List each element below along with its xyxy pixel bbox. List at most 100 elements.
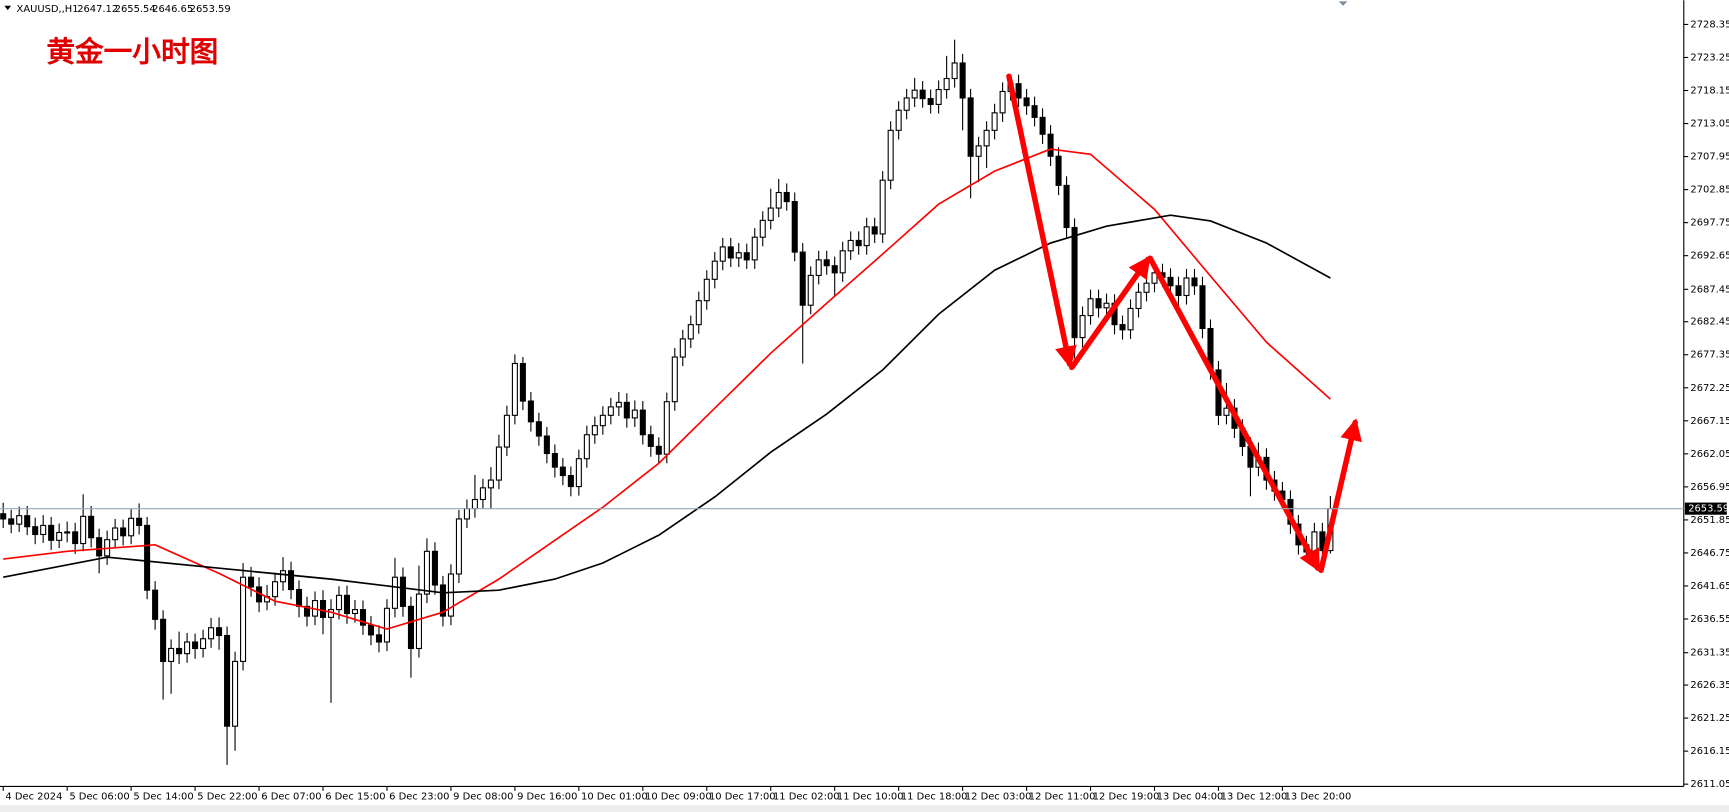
candle-body xyxy=(919,89,926,100)
candle-body xyxy=(1183,277,1190,297)
candle-body xyxy=(759,219,766,238)
moving-average xyxy=(3,148,1331,630)
candle-body xyxy=(407,605,414,650)
y-tick-label: 2723.25 xyxy=(1690,52,1729,63)
y-tick-label: 2656.95 xyxy=(1690,482,1729,493)
candle-body xyxy=(295,588,303,607)
x-tick-label: 11 Dec 02:00 xyxy=(773,791,840,802)
candle-body xyxy=(855,239,862,247)
candle-body xyxy=(423,550,430,595)
x-tick-label: 11 Dec 10:00 xyxy=(837,791,904,802)
candle-body xyxy=(1039,116,1046,135)
candle-body xyxy=(343,594,351,615)
candle-body xyxy=(735,252,742,259)
candle-body xyxy=(303,605,311,617)
x-tick-label: 12 Dec 11:00 xyxy=(1029,791,1096,802)
candle-body xyxy=(1127,307,1134,331)
y-tick-label: 2611.05 xyxy=(1690,779,1729,790)
candle-body xyxy=(0,513,7,520)
x-tick-label: 9 Dec 16:00 xyxy=(517,791,577,802)
moving-average xyxy=(3,214,1331,594)
candle-body xyxy=(48,524,55,541)
candle-body xyxy=(679,338,686,358)
candle-body xyxy=(1151,272,1158,284)
ohlc-low: 2646.65 xyxy=(152,4,193,15)
y-tick-label: 2646.75 xyxy=(1690,548,1729,559)
candle-body xyxy=(208,627,215,640)
candle-body xyxy=(543,435,550,455)
candle-body xyxy=(711,260,718,280)
candle-body xyxy=(1167,276,1174,287)
y-tick-label: 2616.15 xyxy=(1690,746,1729,757)
candle-body xyxy=(287,570,295,591)
y-tick-label: 2651.85 xyxy=(1690,515,1729,526)
candle-body xyxy=(847,239,854,252)
candle-body xyxy=(160,618,167,662)
ohlc-close: 2653.59 xyxy=(190,4,231,15)
candle-body xyxy=(807,274,814,306)
y-tick-label: 2728.35 xyxy=(1690,19,1729,30)
candle-body xyxy=(687,324,694,340)
y-tick-label: 2682.45 xyxy=(1690,317,1729,328)
candle-body xyxy=(335,594,343,611)
candle-body xyxy=(871,226,878,235)
x-tick-label: 13 Dec 20:00 xyxy=(1285,791,1352,802)
arrow xyxy=(1006,73,1077,369)
candle-body xyxy=(1023,97,1030,107)
candle-body xyxy=(479,487,486,501)
x-tick-label: 6 Dec 07:00 xyxy=(261,791,321,802)
candle-body xyxy=(575,458,582,488)
x-tick-label: 5 Dec 06:00 xyxy=(69,791,129,802)
candle-body xyxy=(599,414,606,427)
candle-body xyxy=(559,466,566,477)
y-tick-label: 2631.35 xyxy=(1690,648,1729,659)
candle-body xyxy=(319,599,327,618)
candle-body xyxy=(991,112,998,131)
candle-body xyxy=(455,518,462,575)
candle-body xyxy=(1087,298,1094,317)
candle-body xyxy=(647,434,654,447)
candle-body xyxy=(495,446,502,481)
candle-body xyxy=(703,278,710,302)
candle-body xyxy=(567,474,574,488)
candle-body xyxy=(272,581,279,598)
candle-body xyxy=(695,300,702,326)
x-tick-label: 5 Dec 14:00 xyxy=(133,791,193,802)
candle-body xyxy=(200,638,207,650)
candle-body xyxy=(248,576,255,588)
candle-body xyxy=(431,550,438,586)
candle-body xyxy=(967,97,974,157)
y-tick-label: 2692.65 xyxy=(1690,251,1729,262)
candle-body xyxy=(983,129,990,147)
y-tick-label: 2641.65 xyxy=(1690,581,1729,592)
candle-body xyxy=(863,226,870,247)
arrow xyxy=(1069,255,1151,371)
candle-body xyxy=(895,109,902,131)
candle-body xyxy=(775,191,782,209)
candle-body xyxy=(615,401,622,408)
candle-body xyxy=(823,259,830,267)
candle-body xyxy=(959,62,966,99)
candle-body xyxy=(351,609,359,615)
candle-body xyxy=(1311,531,1318,553)
candle-body xyxy=(623,401,630,419)
status-strip xyxy=(0,805,1729,812)
candle-body xyxy=(671,356,678,403)
candle-body xyxy=(1063,184,1070,229)
candle-body xyxy=(176,647,183,655)
candle-body xyxy=(999,90,1006,114)
x-tick-label: 12 Dec 19:00 xyxy=(1093,791,1160,802)
candle-body xyxy=(591,425,598,436)
candle-body xyxy=(743,252,750,261)
arrow xyxy=(1147,255,1321,572)
candle-body xyxy=(16,515,23,525)
candle-body xyxy=(232,660,239,727)
shift-glyph xyxy=(1338,1,1348,6)
candle-body xyxy=(112,527,119,541)
candle-body xyxy=(1143,282,1150,293)
x-tick-label: 13 Dec 12:00 xyxy=(1221,791,1288,802)
candle-body xyxy=(128,517,135,537)
candle-body xyxy=(32,526,39,536)
candle-body xyxy=(943,77,950,91)
plot-area xyxy=(0,39,1334,766)
